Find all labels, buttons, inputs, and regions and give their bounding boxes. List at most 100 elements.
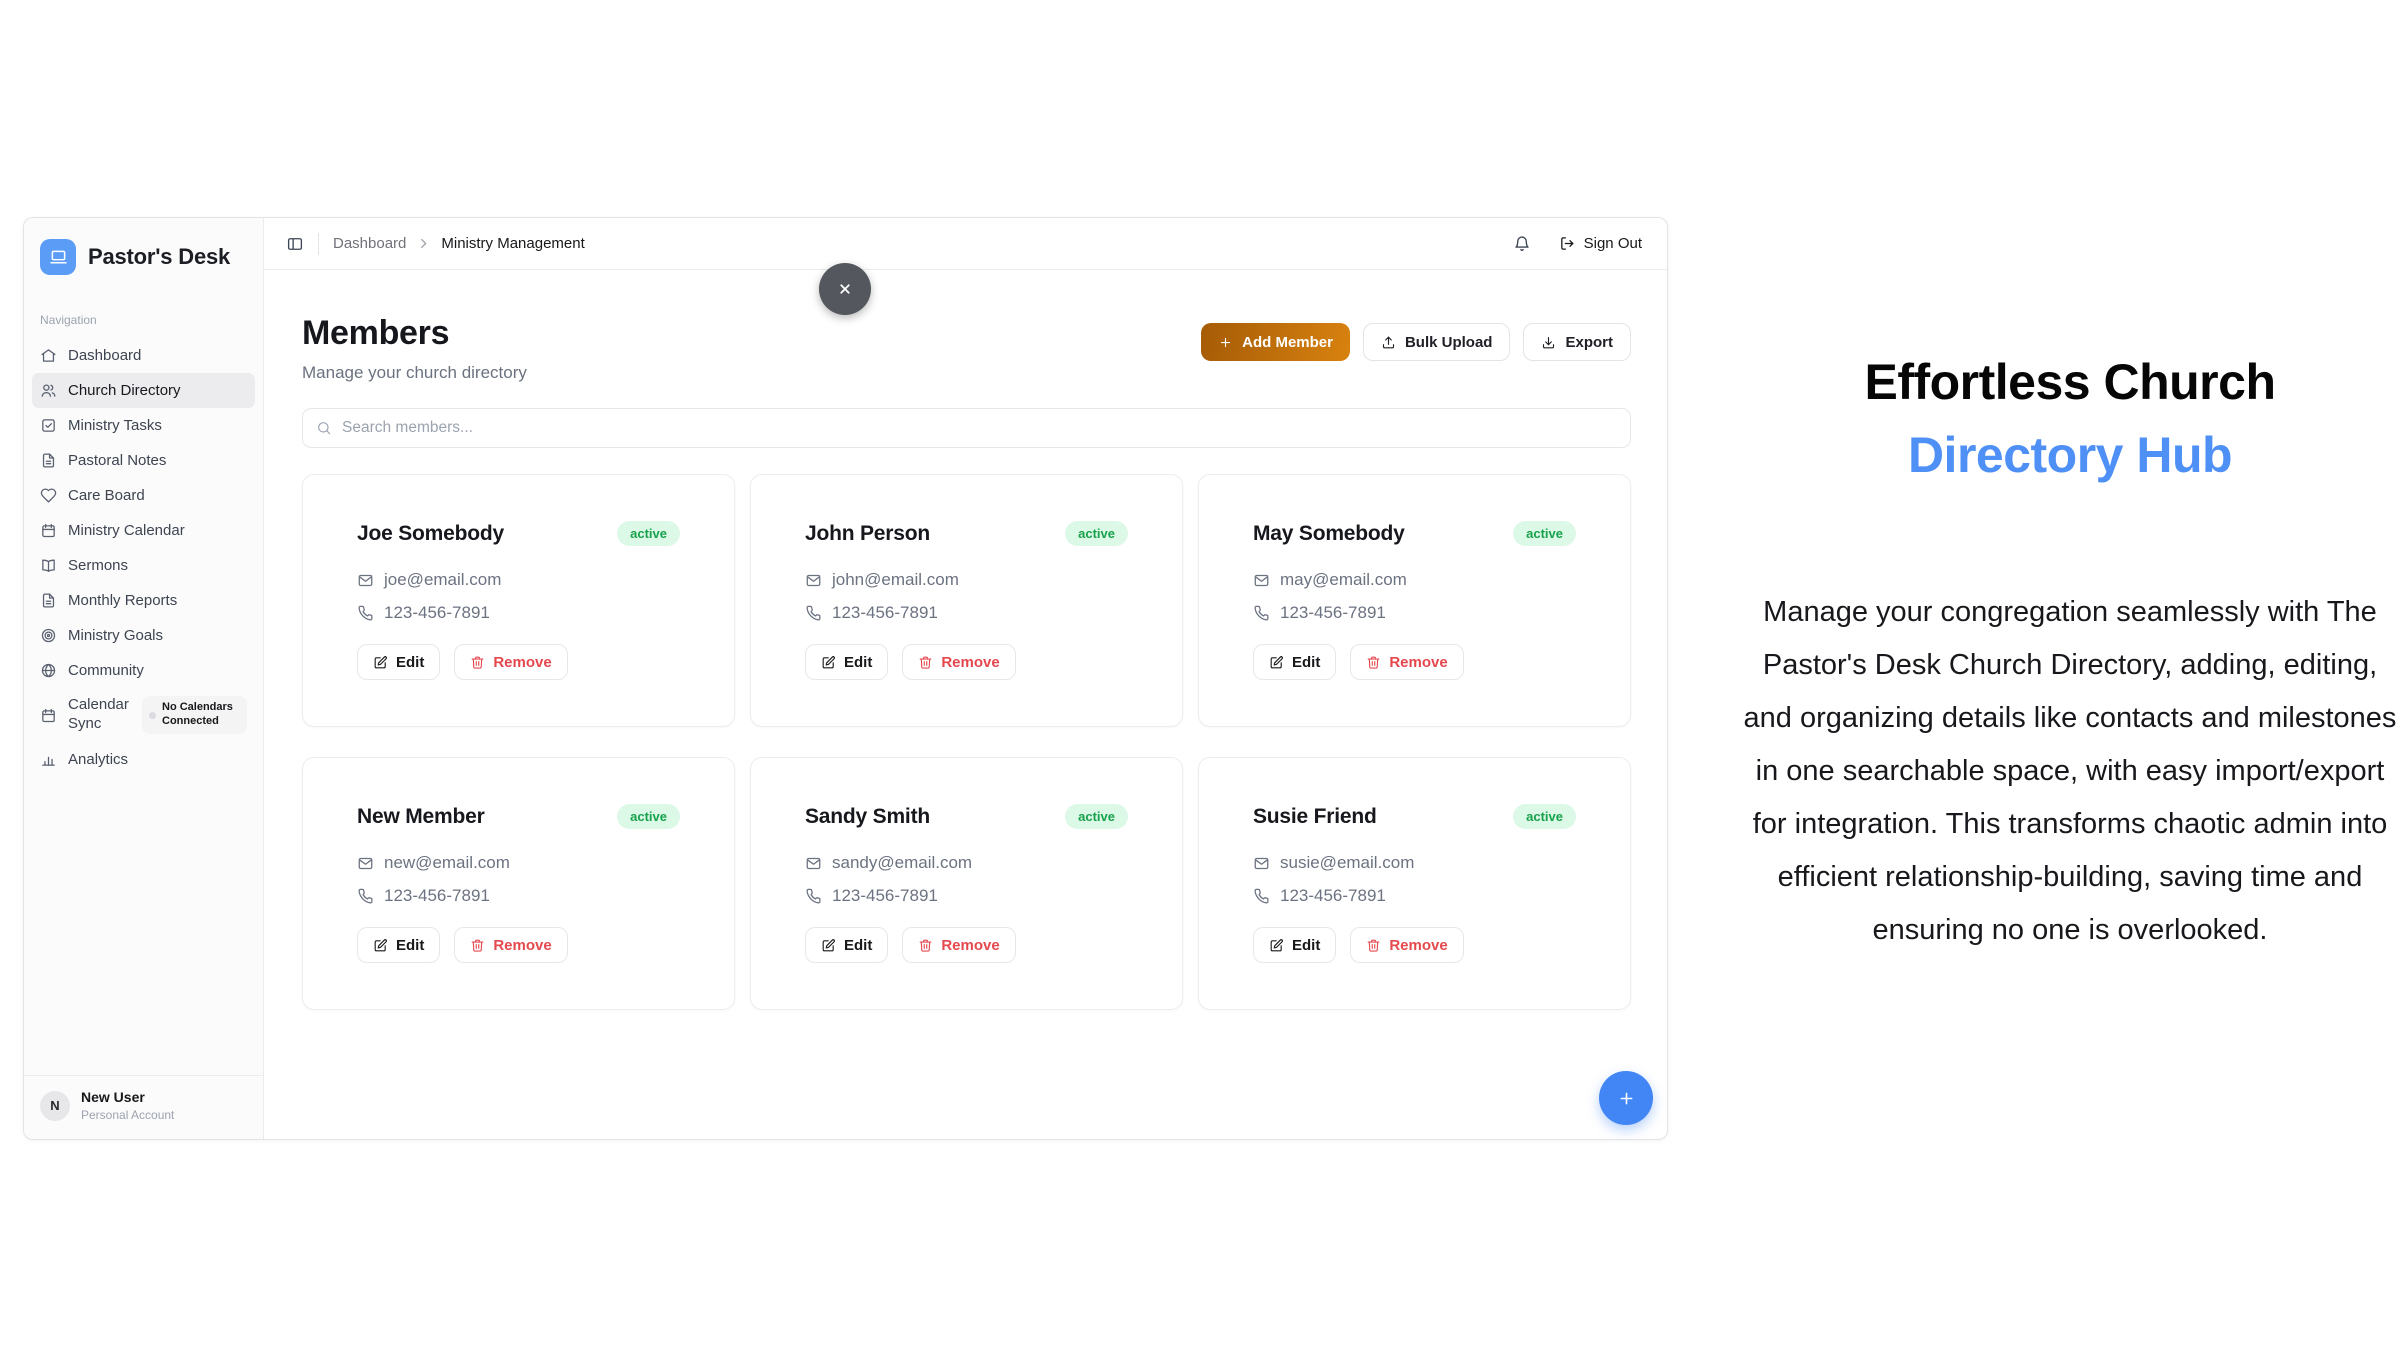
log-out-icon — [1560, 237, 1574, 250]
divider — [318, 232, 319, 255]
sidebar-item-label: Ministry Goals — [68, 627, 164, 644]
edit-button[interactable]: Edit — [1253, 644, 1337, 680]
sidebar-item-monthly-reports[interactable]: Monthly Reports — [32, 583, 255, 618]
edit-icon — [1270, 655, 1283, 668]
edit-button[interactable]: Edit — [357, 927, 441, 963]
trash-icon — [919, 939, 932, 952]
trash-icon — [471, 939, 484, 952]
member-email: joe@email.com — [384, 570, 502, 589]
app-window: Pastor's Desk Navigation Dashboard Churc… — [23, 217, 1668, 1140]
bulk-upload-button[interactable]: Bulk Upload — [1362, 323, 1511, 361]
notifications-button[interactable] — [1513, 235, 1531, 253]
edit-icon — [822, 655, 835, 668]
sidebar-item-analytics[interactable]: Analytics — [32, 742, 255, 777]
marketing-title: Effortless Church Directory Hub — [1740, 346, 2400, 492]
edit-button[interactable]: Edit — [357, 644, 441, 680]
upload-icon — [1382, 336, 1395, 348]
add-member-button[interactable]: Add Member — [1201, 323, 1350, 361]
member-card: Joe Somebody active joe@email.com 123-45… — [302, 474, 735, 727]
sidebar-item-pastoral-notes[interactable]: Pastoral Notes — [32, 443, 255, 478]
plus-icon — [1620, 1092, 1632, 1104]
member-name: Sandy Smith — [805, 804, 930, 828]
sidebar-toggle-button[interactable] — [286, 235, 304, 253]
plus-icon — [1221, 337, 1231, 347]
search-icon — [318, 422, 331, 435]
sidebar-item-sermons[interactable]: Sermons — [32, 548, 255, 583]
marketing-title-line2: Directory Hub — [1907, 427, 2233, 483]
close-button[interactable] — [819, 263, 871, 315]
brand: Pastor's Desk — [32, 239, 255, 275]
page-title: Members — [302, 314, 450, 352]
search-input[interactable] — [342, 419, 1617, 437]
avatar: N — [40, 1090, 70, 1121]
bar-chart-icon — [42, 756, 55, 766]
user-name: New User — [81, 1089, 145, 1105]
floating-add-button[interactable] — [1599, 1071, 1653, 1125]
sidebar-item-label: Community — [68, 662, 144, 679]
sidebar-item-calendar-sync[interactable]: Calendar Sync No Calendars Connected — [32, 688, 255, 742]
target-icon — [41, 628, 56, 643]
sidebar-item-community[interactable]: Community — [32, 653, 255, 688]
members-grid: Joe Somebody active joe@email.com 123-45… — [302, 474, 1631, 1010]
mail-icon — [806, 574, 821, 586]
home-icon — [41, 349, 56, 362]
member-name: Joe Somebody — [357, 521, 504, 545]
calendar-icon — [42, 523, 55, 538]
sidebar-item-label: Dashboard — [68, 347, 142, 364]
sidebar-item-label: Sermons — [68, 557, 129, 574]
marketing-panel: Effortless Church Directory Hub Manage y… — [1740, 346, 2400, 957]
sidebar-item-ministry-calendar[interactable]: Ministry Calendar — [32, 513, 255, 548]
status-badge: active — [1065, 521, 1128, 546]
sidebar-item-label: Analytics — [68, 751, 129, 768]
sidebar-item-ministry-tasks[interactable]: Ministry Tasks — [32, 408, 255, 443]
status-badge: active — [617, 804, 680, 829]
export-button[interactable]: Export — [1523, 323, 1631, 361]
sidebar-item-label: Ministry Calendar — [68, 522, 185, 539]
member-email: john@email.com — [832, 570, 959, 589]
edit-button[interactable]: Edit — [805, 644, 889, 680]
sidebar-item-ministry-goals[interactable]: Ministry Goals — [32, 618, 255, 653]
sidebar-item-church-directory[interactable]: Church Directory — [32, 373, 255, 408]
status-badge: active — [1513, 804, 1576, 829]
remove-button[interactable]: Remove — [902, 644, 1016, 680]
status-badge: active — [1065, 804, 1128, 829]
chevron-right-icon — [421, 238, 427, 249]
status-dot-icon — [149, 711, 156, 719]
remove-button[interactable]: Remove — [902, 927, 1016, 963]
edit-button[interactable]: Edit — [805, 927, 889, 963]
sidebar-item-label: Ministry Tasks — [68, 417, 162, 434]
heart-icon — [40, 488, 57, 503]
top-bar: Dashboard Ministry Management Sign Out — [264, 218, 1667, 270]
member-phone: 123-456-7891 — [384, 603, 490, 622]
check-square-icon — [42, 419, 55, 432]
sign-out-button[interactable]: Sign Out — [1559, 235, 1642, 252]
phone-icon — [358, 888, 373, 904]
panel-left-icon — [287, 237, 303, 250]
remove-button[interactable]: Remove — [454, 927, 568, 963]
status-badge: active — [1513, 521, 1576, 546]
calendar-sync-status-badge: No Calendars Connected — [142, 696, 247, 734]
remove-button[interactable]: Remove — [1350, 644, 1464, 680]
book-open-icon — [42, 559, 55, 572]
edit-icon — [374, 938, 387, 951]
sign-out-label: Sign Out — [1583, 235, 1642, 252]
marketing-title-line1: Effortless Church — [1864, 354, 2276, 410]
sidebar-item-care-board[interactable]: Care Board — [32, 478, 255, 513]
member-name: John Person — [805, 521, 930, 545]
edit-button[interactable]: Edit — [1253, 927, 1337, 963]
breadcrumb-current-page: Ministry Management — [441, 235, 585, 252]
user-account-section[interactable]: N New User Personal Account — [24, 1075, 263, 1139]
trash-icon — [1367, 939, 1380, 952]
trash-icon — [919, 656, 932, 669]
breadcrumb: Dashboard Ministry Management — [333, 235, 585, 252]
file-report-icon — [42, 593, 55, 608]
member-email: may@email.com — [1280, 570, 1407, 589]
remove-button[interactable]: Remove — [1350, 927, 1464, 963]
remove-button[interactable]: Remove — [454, 644, 568, 680]
members-page: Members Manage your church directory Add… — [264, 270, 1667, 1139]
sidebar-item-label: Church Directory — [68, 382, 181, 399]
member-card: May Somebody active may@email.com 123-45… — [1198, 474, 1631, 727]
sidebar-item-dashboard[interactable]: Dashboard — [32, 338, 255, 373]
breadcrumb-dashboard-link[interactable]: Dashboard — [333, 235, 407, 252]
sidebar-item-label: Pastoral Notes — [68, 452, 167, 469]
